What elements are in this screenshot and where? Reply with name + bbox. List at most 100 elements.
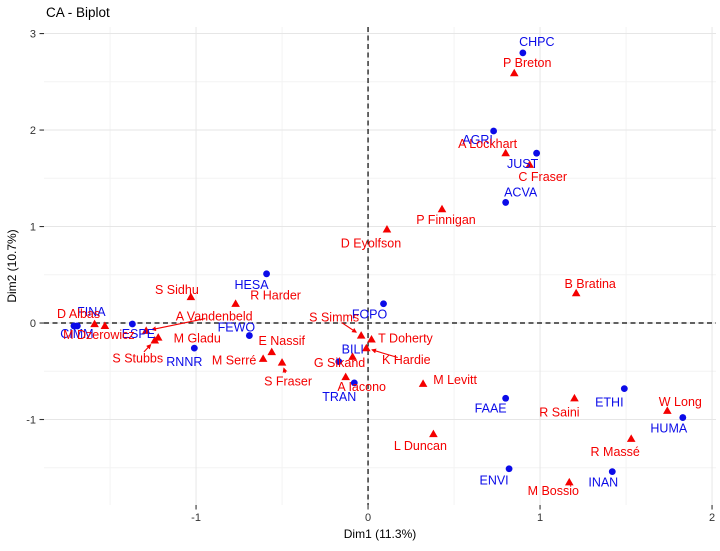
data-point-envi bbox=[505, 465, 513, 473]
data-point-hesa bbox=[263, 270, 270, 278]
data-label-fopo: FOPO bbox=[352, 308, 388, 322]
data-point-m-bossio bbox=[564, 477, 574, 486]
data-label-a-vandenbeld: A Vandenbeld bbox=[176, 310, 253, 324]
data-label-a-iacono: A Iacono bbox=[337, 380, 386, 394]
data-point-a-lockhart bbox=[501, 148, 510, 157]
data-label-huma: HUMA bbox=[650, 422, 687, 436]
data-label-just: JUST bbox=[507, 157, 539, 171]
data-label-m-dzerowicz: M Dzerowicz bbox=[63, 328, 135, 342]
leader-line-s-fraser bbox=[282, 367, 288, 374]
data-label-chpc: CHPC bbox=[519, 35, 554, 49]
data-label-tran: TRAN bbox=[322, 390, 356, 404]
chart-title: CA - Biplot bbox=[46, 5, 110, 20]
data-label-acva: ACVA bbox=[504, 185, 538, 199]
data-label-agri: AGRI bbox=[462, 133, 493, 147]
data-point-tran bbox=[350, 379, 358, 387]
data-label-b-bratina: B Bratina bbox=[564, 277, 615, 291]
x-tick-label: -1 bbox=[191, 512, 201, 524]
data-point-g-sikand bbox=[348, 352, 357, 360]
data-label-s-sidhu: S Sidhu bbox=[155, 283, 199, 297]
y-tick-label: 1 bbox=[30, 222, 36, 234]
data-label-espe: ESPE bbox=[122, 327, 155, 341]
data-point-fopo bbox=[380, 300, 387, 308]
data-label-cimm: CIMM bbox=[60, 327, 93, 341]
data-label-s-stubbs: S Stubbs bbox=[112, 351, 163, 365]
data-point-s-simms bbox=[356, 331, 366, 339]
y-tick-label: 3 bbox=[30, 29, 36, 41]
data-point-cimm bbox=[70, 322, 78, 330]
data-point-agri bbox=[490, 127, 498, 135]
data-label-t-doherty: T Doherty bbox=[378, 331, 433, 345]
data-label-m-gladu: M Gladu bbox=[174, 331, 221, 345]
data-label-inan: INAN bbox=[588, 476, 618, 490]
data-label-faae: FAAE bbox=[475, 401, 507, 415]
data-label-w-long: W Long bbox=[659, 395, 702, 409]
y-axis-title: Dim2 (10.7%) bbox=[5, 229, 19, 303]
data-label-s-simms: S Simms bbox=[309, 311, 359, 325]
data-label-m-bossio: M Bossio bbox=[528, 484, 579, 498]
data-label-m-levitt: M Levitt bbox=[433, 373, 477, 387]
data-label-rnnr: RNNR bbox=[166, 355, 202, 369]
data-point-huma bbox=[679, 414, 687, 421]
data-label-hesa: HESA bbox=[235, 278, 270, 292]
data-label-l-duncan: L Duncan bbox=[394, 439, 447, 453]
data-label-ethi: ETHI bbox=[595, 396, 623, 410]
data-point-rnnr bbox=[190, 344, 198, 352]
data-point-espe bbox=[129, 320, 136, 328]
data-label-p-breton: P Breton bbox=[503, 56, 551, 70]
leader-line-s-simms bbox=[341, 322, 357, 333]
leader-line-k-hardie bbox=[371, 348, 398, 359]
data-label-s-fraser: S Fraser bbox=[264, 375, 312, 389]
data-point-a-vandenbeld bbox=[141, 326, 151, 334]
data-point-t-doherty bbox=[367, 335, 376, 343]
data-point-d-eyolfson bbox=[382, 225, 392, 233]
data-point-s-sidhu bbox=[186, 292, 196, 301]
data-label-bili: BILI bbox=[342, 343, 364, 357]
data-label-fewo: FEWO bbox=[218, 321, 256, 335]
data-label-d-eyolfson: D Eyolfson bbox=[341, 236, 401, 250]
y-tick-label: 0 bbox=[30, 318, 36, 330]
data-point-a-iacono bbox=[341, 372, 350, 381]
data-label-d-albas: D Albas bbox=[57, 307, 100, 321]
y-tick-label: -1 bbox=[26, 415, 36, 427]
data-point-acva bbox=[502, 199, 510, 206]
data-label-fina: FINA bbox=[77, 305, 106, 319]
data-point-m-serr- bbox=[258, 354, 268, 362]
data-label-r-mass-: R Massé bbox=[591, 445, 640, 459]
data-label-c-fraser: C Fraser bbox=[518, 170, 567, 184]
data-label-envi: ENVI bbox=[479, 474, 508, 488]
data-label-a-lockhart: A Lockhart bbox=[458, 137, 518, 151]
data-point-r-harder bbox=[231, 299, 240, 307]
data-point-r-saini bbox=[570, 393, 579, 402]
data-point-b-bratina bbox=[571, 288, 581, 297]
data-point-l-duncan bbox=[429, 429, 438, 438]
data-label-e-nassif: E Nassif bbox=[258, 334, 305, 348]
x-tick-label: 1 bbox=[537, 512, 543, 524]
data-point-w-long bbox=[663, 406, 672, 414]
data-point-s-stubbs bbox=[150, 335, 160, 344]
data-point-just bbox=[533, 149, 541, 157]
data-label-k-hardie: K Hardie bbox=[382, 353, 431, 367]
x-tick-label: 0 bbox=[365, 512, 371, 524]
x-axis-title: Dim1 (11.3%) bbox=[343, 527, 417, 541]
data-point-c-fraser bbox=[525, 160, 535, 168]
leader-line-s-stubbs bbox=[143, 344, 152, 353]
data-label-g-sikand: G Sikand bbox=[314, 356, 365, 370]
data-point-e-nassif bbox=[267, 347, 277, 356]
data-point-p-breton bbox=[509, 68, 519, 77]
x-tick-label: 2 bbox=[709, 512, 715, 524]
data-label-m-serr-: M Serré bbox=[212, 354, 257, 368]
data-point-bili bbox=[335, 358, 343, 366]
data-point-chpc bbox=[519, 49, 527, 57]
data-point-d-albas bbox=[90, 319, 99, 328]
data-point-fewo bbox=[245, 332, 253, 339]
data-point-s-fraser bbox=[277, 358, 287, 366]
y-tick-label: 2 bbox=[30, 125, 36, 137]
data-point-m-levitt bbox=[418, 379, 428, 387]
data-point-r-mass- bbox=[626, 434, 636, 442]
data-label-r-harder: R Harder bbox=[250, 289, 301, 303]
data-point-m-dzerowicz bbox=[100, 321, 110, 330]
data-point-ethi bbox=[620, 385, 628, 393]
data-label-r-saini: R Saini bbox=[539, 405, 579, 419]
